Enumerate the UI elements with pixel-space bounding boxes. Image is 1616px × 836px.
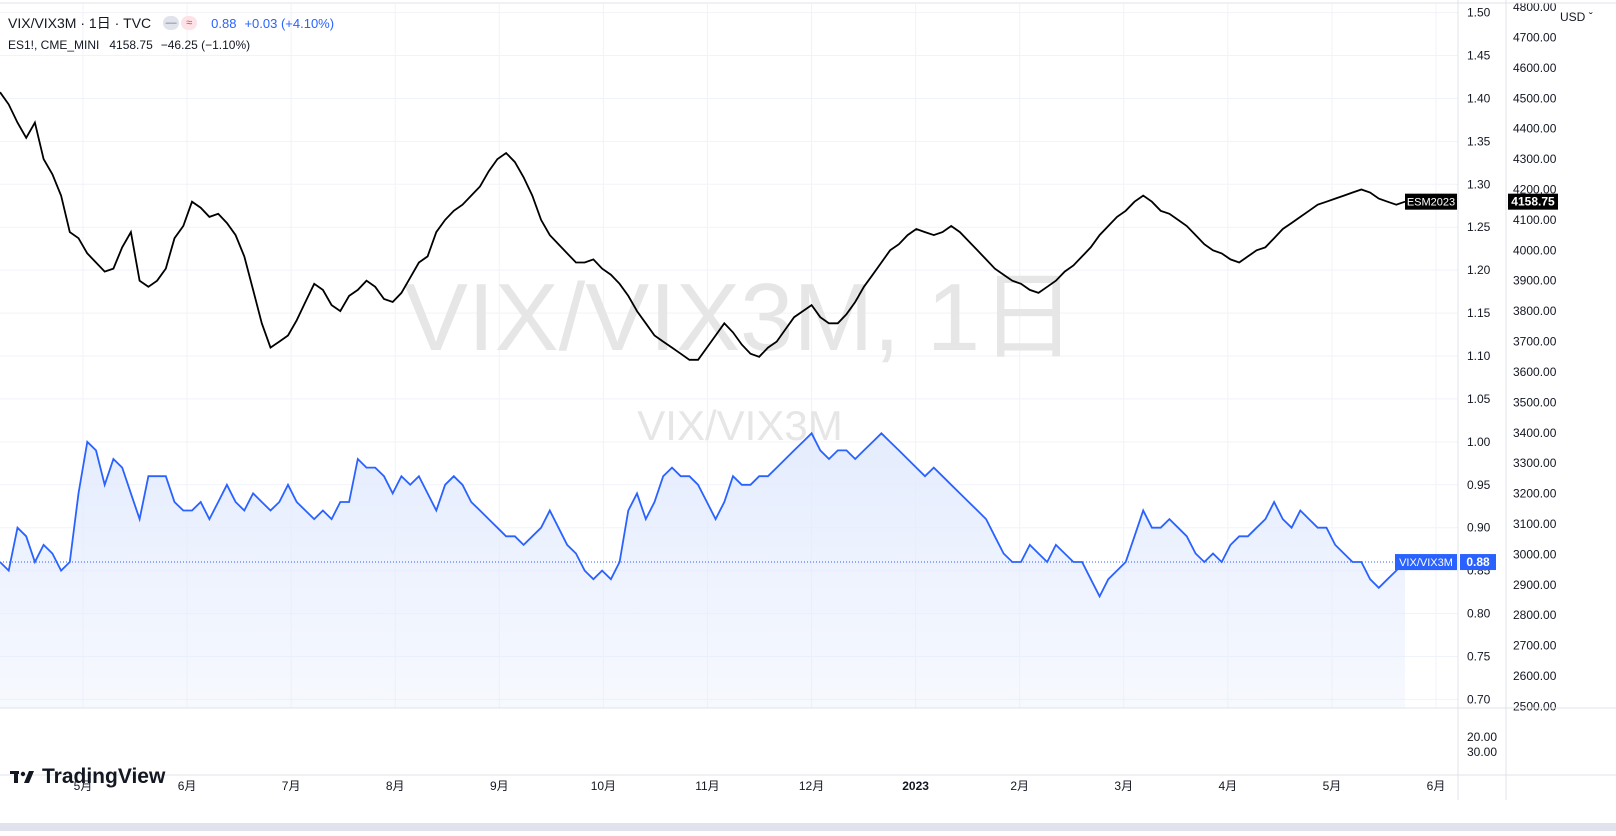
x-axis-tick-label: 8月: [386, 779, 405, 793]
overlay-axis-tick-label: 4200.00: [1513, 183, 1557, 197]
vix-price-tag: [1460, 554, 1496, 571]
y-axis-tick-label: 1.05: [1467, 392, 1491, 406]
overlay-axis-tick-label: 4300.00: [1513, 152, 1557, 166]
overlay-axis-tick-label: 3000.00: [1513, 547, 1557, 561]
tradingview-logo-icon: [10, 771, 34, 783]
es-series-line[interactable]: [0, 91, 1406, 361]
x-axis-tick-label: 5月: [1323, 779, 1342, 793]
legend-main-change: +0.03 (+4.10%): [244, 15, 335, 31]
y-axis-tick-label: 1.35: [1467, 134, 1491, 148]
x-axis-tick-label: 2023: [902, 779, 929, 793]
indicator-axis-tick-label: 30.00: [1467, 745, 1497, 759]
x-axis-tick-label: 10月: [591, 779, 616, 793]
overlay-axis-tick-label: 2500.00: [1513, 699, 1557, 713]
vix-name-tag: [1395, 554, 1457, 571]
y-axis-tick-label: 0.75: [1467, 649, 1491, 663]
overlay-axis-tick-label: 3800.00: [1513, 304, 1557, 318]
overlay-axis-tick-label: 4500.00: [1513, 91, 1557, 105]
overlay-axis-tick-label: 3200.00: [1513, 487, 1557, 501]
overlay-axis-tick-label: 3100.00: [1513, 517, 1557, 531]
overlay-axis-tick-label: 3900.00: [1513, 274, 1557, 288]
currency-dropdown[interactable]: USD ˇ: [1560, 10, 1593, 24]
y-axis-tick-label: 1.15: [1467, 306, 1491, 320]
hide-icon[interactable]: —: [163, 16, 180, 30]
wave-icon[interactable]: ≈: [181, 16, 198, 30]
es-name-label: ESM2023: [1407, 197, 1455, 209]
overlay-axis-tick-label: 2900.00: [1513, 578, 1557, 592]
legend-main-value: 0.88: [211, 15, 237, 31]
legend-overlay-row[interactable]: ES1!, CME_MINI 4158.75 −46.25 (−1.10%): [8, 34, 334, 56]
legend-overlay-value: 4158.75: [109, 38, 153, 52]
x-axis-tick-label: 6月: [178, 779, 197, 793]
vix-name-label: VIX/VIX3M: [1399, 557, 1453, 569]
overlay-axis-tick-label: 4800.00: [1513, 0, 1557, 14]
indicator-axis-tick-label: 20.00: [1467, 730, 1497, 744]
x-axis-tick-label: 9月: [490, 779, 509, 793]
vix-series-line[interactable]: [0, 431, 1406, 599]
y-axis-tick-label: 1.00: [1467, 435, 1491, 449]
es-name-tag: [1405, 193, 1457, 210]
overlay-axis-tick-label: 3500.00: [1513, 395, 1557, 409]
x-axis-tick-label: 3月: [1114, 779, 1133, 793]
tradingview-logo[interactable]: TradingView: [10, 765, 165, 789]
legend-overlay-change: −46.25 (−1.10%): [160, 38, 251, 52]
overlay-axis-tick-label: 4700.00: [1513, 30, 1557, 44]
x-axis-tick-label: 4月: [1219, 779, 1238, 793]
y-axis-tick-label: 1.40: [1467, 91, 1491, 105]
y-axis-tick-label: 1.50: [1467, 6, 1491, 20]
overlay-axis-tick-label: 3600.00: [1513, 365, 1557, 379]
es-price-tag: [1508, 193, 1558, 210]
overlay-axis-tick-label: 2700.00: [1513, 639, 1557, 653]
es-price-label: 4158.75: [1511, 195, 1555, 209]
overlay-axis-tick-label: 2800.00: [1513, 608, 1557, 622]
overlay-axis-tick-label: 4400.00: [1513, 122, 1557, 136]
y-axis-tick-label: 0.90: [1467, 521, 1491, 535]
y-axis-tick-label: 1.45: [1467, 49, 1491, 63]
y-axis-tick-label: 1.30: [1467, 177, 1491, 191]
y-axis-tick-label: 0.70: [1467, 692, 1491, 706]
x-axis-tick-label: 11月: [695, 779, 719, 793]
vix-area-fill: [0, 433, 1405, 708]
y-axis-tick-label: 1.10: [1467, 349, 1491, 363]
chart-legend: VIX/VIX3M · 1日 · TVC — ≈ 0.88 +0.03 (+4.…: [8, 12, 334, 56]
x-axis-tick-label: 12月: [799, 779, 824, 793]
watermark-main: VIX/VIX3M, 1日: [404, 264, 1076, 371]
currency-label: USD: [1560, 10, 1586, 24]
chevron-down-icon: ˇ: [1588, 10, 1593, 24]
overlay-axis-tick-label: 4000.00: [1513, 243, 1557, 257]
legend-main-symbol[interactable]: VIX/VIX3M · 1日 · TVC: [8, 15, 152, 31]
legend-main-row[interactable]: VIX/VIX3M · 1日 · TVC — ≈ 0.88 +0.03 (+4.…: [8, 12, 334, 34]
overlay-axis-tick-label: 3400.00: [1513, 426, 1557, 440]
y-axis-tick-label: 0.80: [1467, 607, 1491, 621]
y-axis-tick-label: 0.95: [1467, 478, 1491, 492]
vix-price-label: 0.88: [1466, 555, 1490, 569]
overlay-axis-tick-label: 4600.00: [1513, 61, 1557, 75]
y-axis-tick-label: 1.25: [1467, 220, 1491, 234]
overlay-axis-tick-label: 3300.00: [1513, 456, 1557, 470]
x-axis-tick-label: 2月: [1010, 779, 1029, 793]
x-axis-tick-label: 6月: [1427, 779, 1446, 793]
legend-overlay-symbol[interactable]: ES1!, CME_MINI: [8, 38, 100, 52]
x-axis-tick-label: 5月: [74, 779, 93, 793]
logo-text: TradingView: [42, 765, 166, 788]
x-axis-tick-label: 7月: [282, 779, 301, 793]
bottom-toolbar-strip: [0, 823, 1616, 831]
y-axis-tick-label: 1.20: [1467, 263, 1491, 277]
overlay-axis-tick-label: 4100.00: [1513, 213, 1557, 227]
overlay-axis-tick-label: 3700.00: [1513, 335, 1557, 349]
overlay-axis-tick-label: 2600.00: [1513, 669, 1557, 683]
